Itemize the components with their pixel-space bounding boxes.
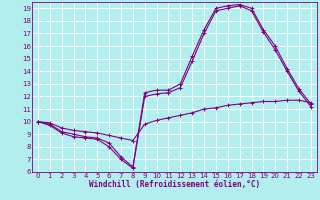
X-axis label: Windchill (Refroidissement éolien,°C): Windchill (Refroidissement éolien,°C) xyxy=(89,180,260,189)
